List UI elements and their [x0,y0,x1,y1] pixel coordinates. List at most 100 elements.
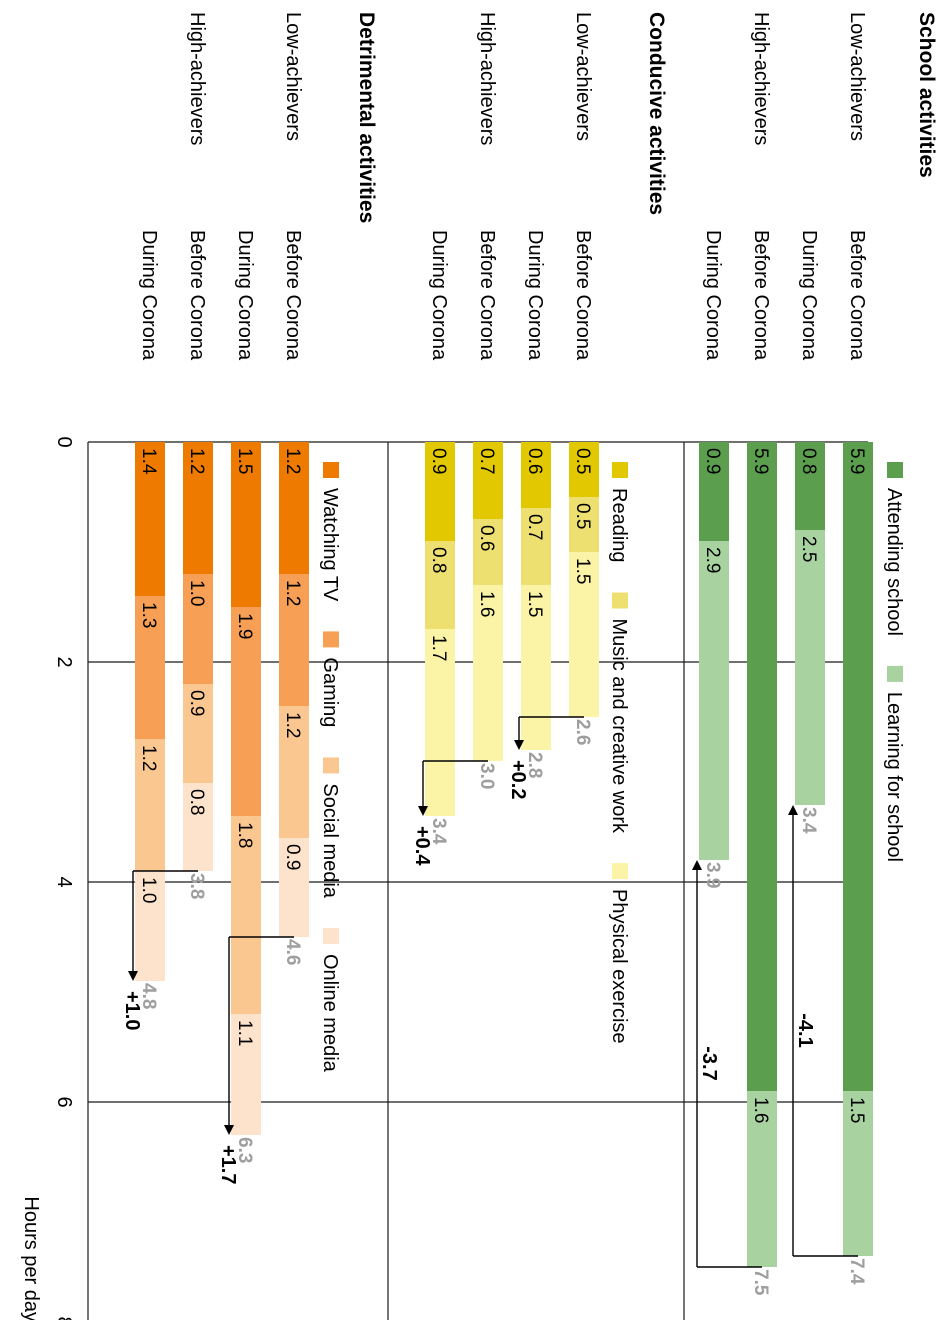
bar-total-label: 7.5 [750,1269,771,1296]
bar-segment [795,442,825,530]
legend-label: Music and creative work [608,619,630,835]
legend-swatch [323,927,339,944]
bar-segment [183,574,213,684]
bar-total-label: 4.8 [138,983,159,1009]
legend-label: Reading [608,488,630,563]
segment-value-label: 1.3 [138,602,159,628]
segment-value-label: 1.5 [572,558,593,584]
bar-total-label: 2.6 [572,719,593,745]
legend-swatch [323,462,339,478]
bar-segment [521,585,551,750]
segment-value-label: 1.2 [282,580,303,606]
row-period-label: Before Corona [186,230,208,361]
bar-segment [231,1014,261,1135]
change-label: -4.1 [794,1013,816,1047]
legend-swatch [887,462,903,478]
row-group-label: High-achievers [750,12,772,145]
bar-segment [473,442,503,519]
legend-swatch [323,757,339,774]
bar-segment [747,1091,777,1267]
change-label: +0.4 [411,826,433,866]
bar-segment [795,530,825,805]
legend-label: Learning for school [883,692,905,862]
segment-value-label: 2.9 [702,547,723,573]
group-title: Conducive activities [645,12,668,215]
bar-segment [473,519,503,585]
bar-segment [843,442,873,1091]
bar-total-label: 6.3 [234,1137,255,1163]
group-title: Detrimental activities [355,12,378,223]
segment-value-label: 0.9 [428,448,449,474]
bar-segment [521,508,551,585]
change-label: +1.7 [217,1145,239,1184]
segment-value-label: 0.9 [186,690,207,716]
bar-segment [135,871,165,981]
bar-segment [521,442,551,508]
segment-value-label: 1.4 [138,448,159,475]
segment-value-label: 0.9 [282,844,303,870]
x-tick-label: 8 [53,1316,75,1320]
bar-segment [569,552,599,717]
segment-value-label: 1.2 [138,745,159,771]
bar-segment [135,442,165,596]
legend-swatch [323,631,339,648]
row-period-label: Before Corona [846,230,868,361]
bar-segment [425,629,455,816]
bar-total-label: 3.8 [186,873,207,899]
bar-segment [183,442,213,574]
bar-segment [699,541,729,860]
segment-value-label: 1.2 [282,448,303,474]
segment-value-label: 1.6 [476,591,497,617]
change-arrow [788,805,858,1257]
change-arrow [418,760,488,816]
legend-label: Watching TV [319,488,341,602]
bar-total-label: 3.0 [476,763,497,789]
bar-segment [569,442,599,497]
segment-value-label: 2.5 [798,536,819,562]
group-title: School activities [915,12,938,178]
change-label: +0.2 [507,760,529,799]
segment-value-label: 0.5 [572,503,593,529]
bar-segment [135,739,165,871]
segment-value-label: 0.6 [476,525,497,551]
segment-value-label: 1.2 [282,712,303,738]
row-period-label: Before Corona [572,230,594,361]
legend-label: Gaming [319,657,341,727]
segment-value-label: 1.5 [524,591,545,617]
row-period-label: During Corona [234,230,256,361]
legend-swatch [887,665,903,682]
change-arrow [128,870,198,981]
bar-segment [183,783,213,871]
bar-segment [569,497,599,552]
legend-label: Online media [319,954,341,1073]
segment-value-label: 1.5 [846,1097,867,1123]
x-axis-label: Hours per day [20,1196,42,1320]
segment-value-label: 1.0 [186,580,207,606]
segment-value-label: 0.7 [476,448,497,474]
x-tick-label: 4 [53,876,75,887]
legend-swatch [612,592,628,609]
segment-value-label: 0.9 [702,448,723,474]
segment-value-label: 1.9 [234,613,255,639]
change-label: +1.0 [121,991,143,1030]
bar-segment [425,541,455,629]
row-period-label: During Corona [138,230,160,361]
chart-marks: 0 2 4 6 8 Hours per day School activities Atten… [20,12,938,1320]
row-group-label: Low-achievers [572,12,594,141]
legend-label: Attending school [883,488,905,636]
segment-value-label: 0.8 [186,789,207,815]
bar-segment [279,574,309,706]
legend-label: Social media [319,783,341,898]
segment-value-label: 0.6 [524,448,545,474]
bar-segment [231,816,261,1014]
bar-segment [231,607,261,816]
bar-segment [473,585,503,761]
segment-value-label: 0.5 [572,448,593,474]
bar-segment [279,838,309,937]
bar-segment [425,442,455,541]
x-tick-label: 0 [53,436,75,447]
segment-value-label: 0.8 [428,547,449,573]
row-period-label: During Corona [798,230,820,361]
row-group-label: Low-achievers [282,12,304,141]
